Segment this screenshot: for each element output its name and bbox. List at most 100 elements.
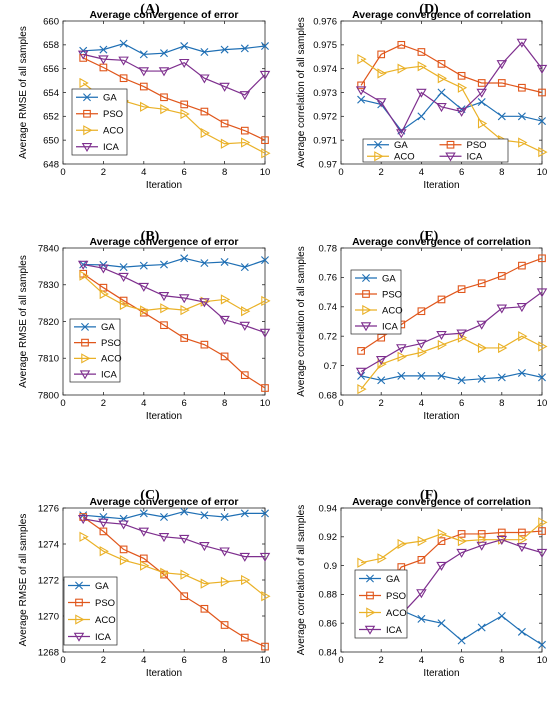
data-point-ga bbox=[119, 39, 128, 48]
data-point-ga bbox=[200, 47, 209, 56]
data-point-pso bbox=[457, 285, 466, 294]
data-point-ga bbox=[240, 263, 249, 272]
data-point-ica bbox=[496, 60, 508, 70]
data-point-pso bbox=[357, 347, 365, 355]
data-point-aco bbox=[377, 553, 387, 564]
legend-item-ga: GA bbox=[359, 574, 400, 585]
data-point-aco bbox=[119, 299, 130, 311]
legend-item-aco: ACO bbox=[76, 125, 124, 137]
data-point-aco bbox=[241, 306, 251, 317]
series-aco bbox=[357, 331, 548, 395]
data-point-pso bbox=[200, 604, 209, 613]
data-point-aco bbox=[377, 68, 387, 79]
legend-item-aco: ACO bbox=[68, 614, 116, 626]
data-point-ica bbox=[178, 58, 190, 69]
legend-box bbox=[71, 88, 128, 156]
data-point-aco bbox=[437, 528, 448, 540]
series-line-aco bbox=[360, 335, 543, 390]
data-point-ica bbox=[476, 88, 487, 98]
x-tick-label: 6 bbox=[459, 655, 464, 666]
data-point-aco bbox=[357, 557, 367, 568]
data-point-ica bbox=[98, 518, 109, 528]
panel-label: (E) bbox=[420, 229, 439, 244]
x-tick-label: 0 bbox=[338, 655, 343, 666]
x-tick-label: 2 bbox=[101, 655, 106, 666]
data-point-ica bbox=[355, 86, 367, 96]
y-tick-label: 0.94 bbox=[319, 503, 338, 514]
y-tick-label: 0.972 bbox=[313, 112, 337, 123]
x-tick-label: 4 bbox=[141, 167, 146, 178]
data-point-aco bbox=[538, 517, 548, 528]
data-point-aco bbox=[477, 342, 488, 354]
series-line-pso bbox=[360, 44, 543, 94]
data-point-ga bbox=[538, 373, 546, 382]
legend-label: PSO bbox=[95, 598, 115, 609]
data-point-ga bbox=[477, 98, 486, 107]
legend-marker bbox=[81, 143, 93, 153]
data-point-aco bbox=[180, 304, 190, 316]
series-line-ga bbox=[360, 372, 543, 381]
series-line-pso bbox=[82, 516, 266, 648]
x-tick-label: 0 bbox=[338, 167, 343, 178]
series-line-ga bbox=[83, 257, 266, 268]
data-point-aco bbox=[261, 591, 271, 602]
data-point-ica bbox=[77, 50, 89, 60]
data-point-aco bbox=[99, 546, 109, 557]
data-point-ica bbox=[178, 294, 190, 304]
legend-label: GA bbox=[386, 574, 400, 585]
y-tick-label: 1270 bbox=[38, 611, 59, 622]
legend-marker bbox=[81, 322, 89, 331]
data-point-pso bbox=[357, 81, 365, 90]
series-ga bbox=[357, 368, 546, 385]
data-point-pso bbox=[538, 88, 546, 97]
y-tick-label: 650 bbox=[43, 135, 59, 146]
data-point-ica bbox=[259, 328, 271, 338]
data-point-ica bbox=[536, 288, 548, 298]
y-tick-label: 658 bbox=[43, 40, 59, 51]
series-line-pso bbox=[82, 273, 266, 389]
data-point-ica bbox=[219, 547, 230, 557]
panel-label: (F) bbox=[420, 488, 438, 503]
data-point-aco bbox=[518, 534, 528, 545]
data-point-pso bbox=[518, 261, 526, 270]
data-point-ica bbox=[476, 541, 487, 551]
data-point-aco bbox=[140, 560, 150, 571]
data-point-aco bbox=[79, 270, 89, 281]
data-point-aco bbox=[261, 148, 271, 159]
data-point-pso bbox=[220, 621, 229, 629]
data-point-pso bbox=[497, 79, 506, 87]
data-point-aco bbox=[160, 303, 170, 314]
legend-label: ICA bbox=[95, 632, 112, 643]
data-point-pso bbox=[261, 136, 269, 145]
series-line-ica bbox=[83, 263, 266, 334]
legend-label: GA bbox=[101, 322, 115, 333]
legend-marker bbox=[362, 274, 370, 282]
legend-item-aco: ACO bbox=[367, 151, 415, 163]
legend-marker bbox=[75, 598, 83, 607]
data-point-ica bbox=[138, 67, 150, 77]
panel-label: (D) bbox=[419, 2, 439, 17]
x-tick-label: 0 bbox=[60, 167, 65, 178]
x-tick-label: 2 bbox=[379, 655, 384, 666]
legend-marker bbox=[75, 614, 85, 625]
data-point-ga bbox=[240, 44, 249, 53]
data-point-ica bbox=[259, 70, 271, 80]
data-point-ica bbox=[416, 339, 427, 349]
data-point-pso bbox=[139, 82, 148, 91]
x-tick-label: 8 bbox=[222, 655, 227, 666]
data-point-ica bbox=[516, 543, 528, 553]
legend-marker bbox=[75, 581, 83, 590]
data-point-ica bbox=[77, 515, 89, 525]
legend-item-aco: ACO bbox=[359, 607, 407, 619]
data-point-pso bbox=[538, 254, 546, 263]
data-point-aco bbox=[200, 578, 210, 589]
data-point-aco bbox=[160, 567, 170, 578]
data-point-pso bbox=[417, 307, 426, 316]
data-point-ga bbox=[119, 263, 128, 272]
data-point-ga bbox=[497, 612, 506, 620]
y-tick-label: 7820 bbox=[38, 317, 59, 328]
y-axis-label: Average correlation of all samples bbox=[296, 17, 307, 167]
data-point-pso bbox=[240, 633, 249, 642]
legend-item-ga: GA bbox=[74, 322, 115, 333]
legend-marker bbox=[446, 140, 455, 149]
